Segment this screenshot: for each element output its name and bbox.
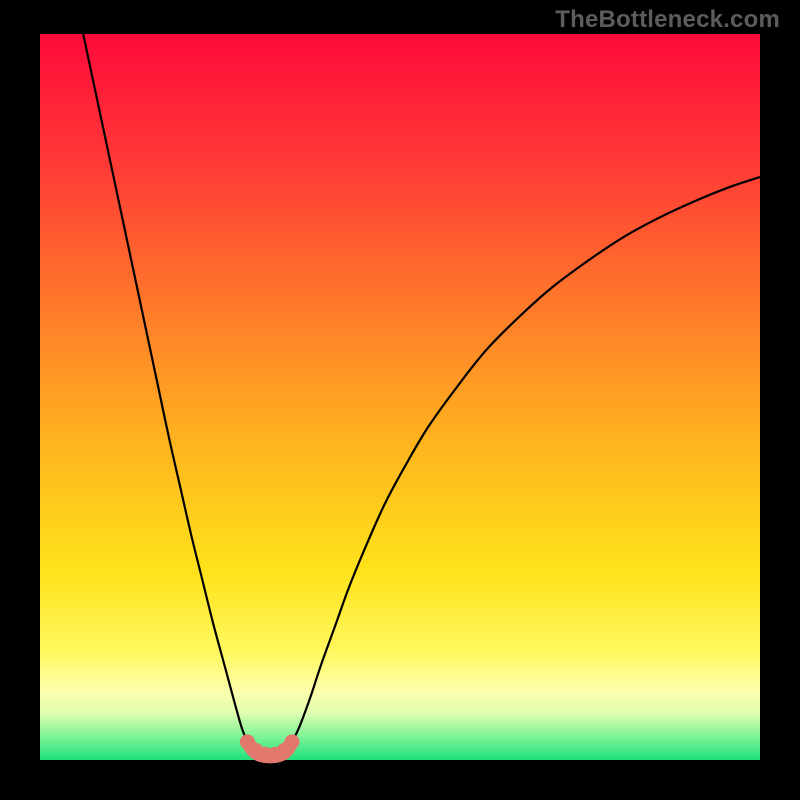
plot-background [40, 34, 760, 760]
marker-dot [285, 734, 300, 749]
chart-canvas: TheBottleneck.com [0, 0, 800, 800]
bottleneck-chart [0, 0, 800, 800]
watermark-text: TheBottleneck.com [555, 6, 780, 34]
